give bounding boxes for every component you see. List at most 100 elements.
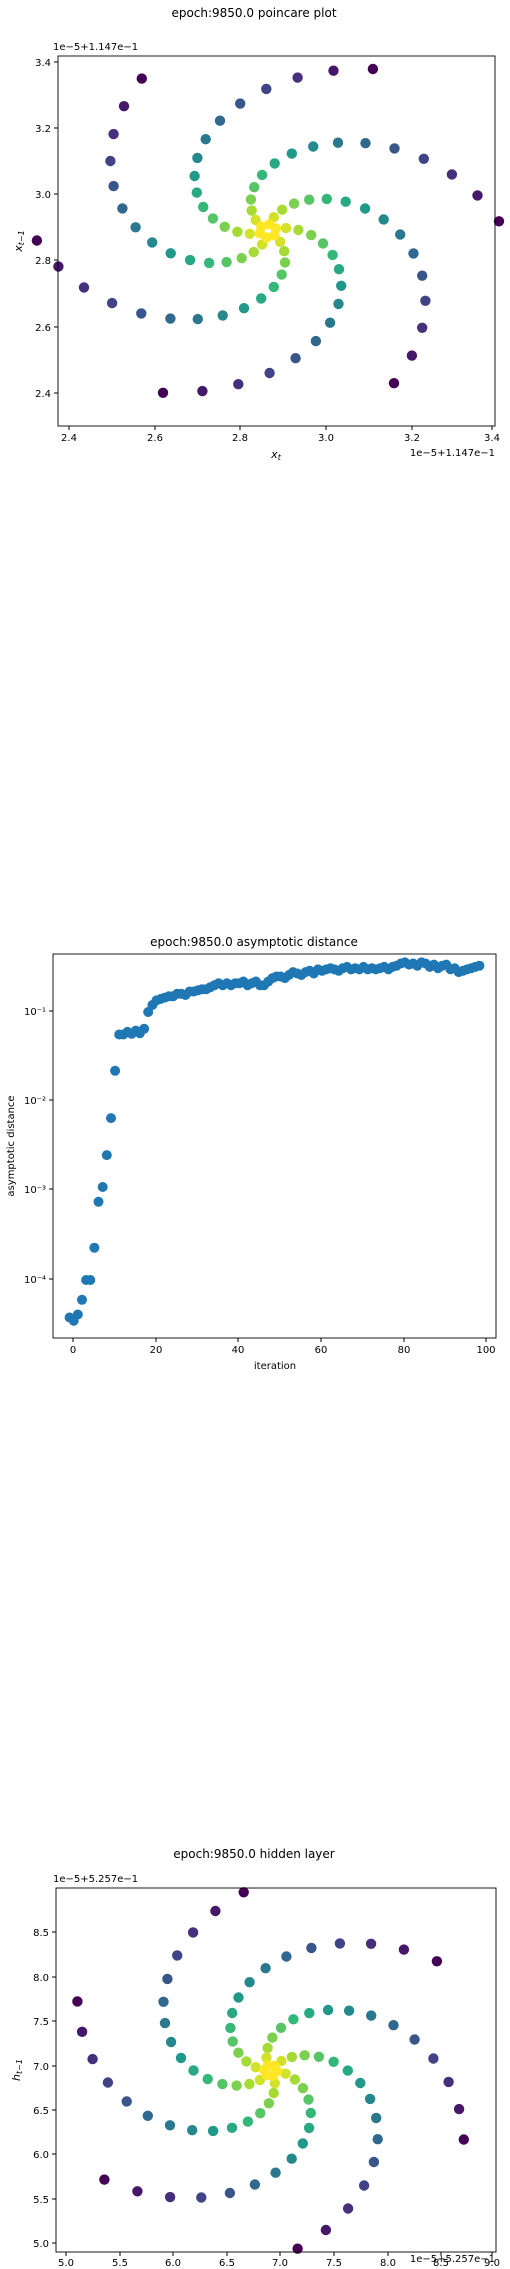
scatter-point [472,190,483,201]
scatter-point [203,257,215,269]
scatter-point [355,2077,366,2089]
scatter-point [306,229,317,241]
distance-point [106,1113,116,1124]
x-tick-label: 6.0 [165,2258,181,2269]
y-tick-label: 2.8 [35,256,51,267]
scatter-point [310,335,322,347]
scatter-point [431,1956,443,1967]
hidden-x-ticks: 5.0 5.5 6.0 6.5 7.0 7.5 8.0 8.5 9.0 [58,2252,500,2269]
x-tick-label: 7.5 [326,2258,342,2269]
hidden-plot-frame [55,1887,497,2253]
y-tick-label: 8.0 [33,1973,49,1984]
scatter-point [118,101,130,112]
poincare-x-offset-text: 1e−5+1.147e−1 [410,448,495,459]
x-tick-label: 8.0 [380,2258,396,2269]
scatter-point [105,155,116,167]
scatter-point [244,2078,255,2090]
scatter-point [297,2138,308,2149]
scatter-point [235,98,246,109]
y-tick: 2.8 [35,256,58,267]
scatter-point [360,138,371,149]
y-tick-label: 2.4 [35,389,51,400]
scatter-point [286,2153,297,2164]
distance-point [474,960,485,971]
poincare-chart: epoch:9850.0 poincare plot 1e−5+1.147e−1… [12,6,505,462]
x-tick-label: 20 [150,1345,163,1356]
x-tick: 80 [398,1338,410,1356]
scatter-point [175,2052,187,2064]
scatter-point [249,2179,261,2190]
x-tick: 6.5 [219,2252,235,2269]
scatter-point [333,264,345,275]
scatter-point [268,2087,279,2099]
hidden-title: epoch:9850.0 hidden layer [173,1847,335,1861]
scatter-point [108,180,119,192]
scatter-point [245,194,257,205]
x-tick-label: 2.8 [232,433,248,444]
scatter-point [332,137,344,148]
y-tick-label: 3.4 [35,58,51,69]
x-tick-label: 9.0 [484,2258,500,2269]
scatter-point [221,256,232,268]
y-tick: 2.4 [35,389,58,400]
y-tick-label: 10⁻² [24,1096,46,1107]
scatter-point [165,313,176,324]
scatter-point [158,1996,169,2008]
x-tick: 8.0 [380,2252,396,2269]
scatter-point [261,2052,272,2063]
scatter-point [162,1973,173,1985]
poincare-title: epoch:9850.0 poincare plot [171,6,336,20]
hidden-y-ticks: 5.0 5.5 6.0 6.5 7.0 7.5 8.0 8.5 [33,1928,56,2250]
x-tick: 60 [315,1338,328,1356]
scatter-point [342,2065,353,2076]
scatter-point [292,72,303,83]
y-tick-label: 6.0 [33,2150,49,2161]
scatter-point [453,2103,465,2115]
scatter-point [364,2093,376,2105]
distance-y-ticks: 10⁻⁴ 10⁻³ 10⁻² 10⁻¹ [24,1007,53,1286]
y-tick: 10⁻⁴ [24,1275,53,1286]
y-tick-label: 10⁻¹ [24,1007,46,1018]
scatter-point [269,158,280,169]
scatter-point [293,224,304,236]
distance-point [77,1294,87,1305]
distance-points [64,957,485,1326]
hidden-chart: epoch:9850.0 hidden layer 1e−5+5.257e−1 … [10,1847,500,2269]
x-tick-label: 7.0 [272,2258,288,2269]
scatter-point [232,226,243,237]
scatter-point [172,1950,183,1961]
y-tick: 10⁻³ [24,1185,53,1196]
scatter-point [366,2010,377,2021]
scatter-point [420,295,431,306]
scatter-point [217,2078,228,2090]
x-tick-label: 5.5 [112,2258,128,2269]
scatter-point [288,2014,299,2025]
hidden-y-offset-text: 1e−5+5.257e−1 [53,1874,138,1885]
x-tick: 100 [476,1338,496,1356]
scatter-point [102,2077,114,2088]
scatter-point [136,73,147,84]
scatter-point [327,249,338,261]
scatter-point [263,2098,275,2109]
scatter-point [249,182,260,193]
scatter-point [292,2243,303,2254]
x-tick-label: 3.4 [484,433,500,444]
distance-point [93,1196,104,1207]
y-tick: 3.0 [35,190,58,201]
y-tick: 8.0 [33,1973,56,1984]
y-tick-label: 10⁻⁴ [24,1275,46,1286]
x-tick: 2.6 [147,426,163,444]
scatter-point [256,293,267,304]
scatter-point [443,2076,454,2088]
scatter-point [280,2068,291,2079]
scatter-point [214,115,226,126]
scatter-point [417,270,428,281]
scatter-point [219,221,230,232]
x-tick-label: 60 [315,1345,328,1356]
x-tick: 0 [70,1338,76,1356]
hidden-x-offset-text: 1e−5+5.257e−1 [410,2254,495,2265]
scatter-point [458,2134,469,2145]
scatter-point [121,2096,132,2107]
scatter-point [159,2017,171,2029]
scatter-point [261,83,272,95]
